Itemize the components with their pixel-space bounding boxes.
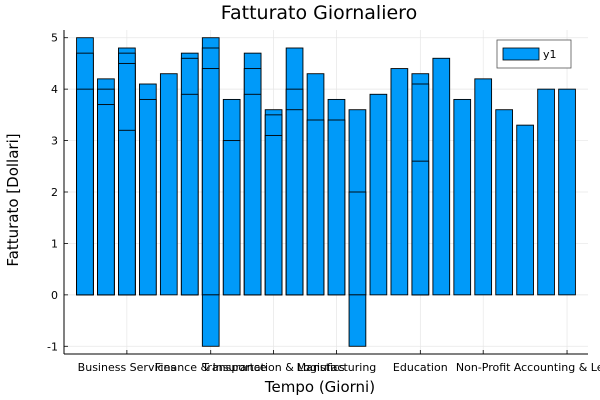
x-axis-label: Tempo (Giorni) [264,378,375,396]
y-tick-label: 3 [51,135,58,148]
bar [97,104,115,296]
legend: y1 [496,39,572,69]
bar [201,294,220,347]
bar [306,119,325,296]
bar [118,129,136,296]
legend-label-y1: y1 [543,48,557,61]
bar [201,68,220,296]
bar [453,98,472,296]
bar [390,68,409,296]
y-tick-label: 2 [51,186,58,199]
bar [348,191,367,296]
bar [537,88,555,296]
x-tick-label: Transportation & Logistics [201,361,345,374]
y-tick-label: 4 [51,83,58,96]
bar [76,88,94,296]
bars-group [76,37,576,347]
bar [369,93,388,296]
bar [411,160,430,296]
bar [139,98,157,296]
x-tick-label: Non-Profit [456,361,511,374]
y-axis-ticks: -1 0 1 2 3 4 5 [47,32,68,353]
y-tick-label: -1 [47,340,58,353]
y-axis-label: Fatturato [Dollari] [4,133,22,266]
x-tick-label: Business Services [78,361,177,374]
x-tick-label: Manufacturing [297,361,377,374]
bar [159,73,178,296]
x-tick-label: Education [393,361,448,374]
y-tick-label: 1 [51,237,58,250]
bar [285,109,304,296]
legend-swatch [502,47,540,61]
bar [327,119,346,296]
bar [432,57,451,296]
bar [222,140,241,296]
x-tick-label: Finance & Insurance [155,361,267,374]
x-tick-label: Accounting & Legal [514,361,600,374]
y-tick-label: 0 [51,289,58,302]
bar [180,93,199,296]
bar [474,78,493,296]
bar [264,134,283,296]
bar [243,93,262,296]
bar [348,294,367,347]
bar [495,109,513,296]
y-tick-label: 5 [51,32,58,45]
bar [558,88,576,296]
chart-title: Fatturato Giornaliero [221,2,417,24]
bar [516,124,534,296]
